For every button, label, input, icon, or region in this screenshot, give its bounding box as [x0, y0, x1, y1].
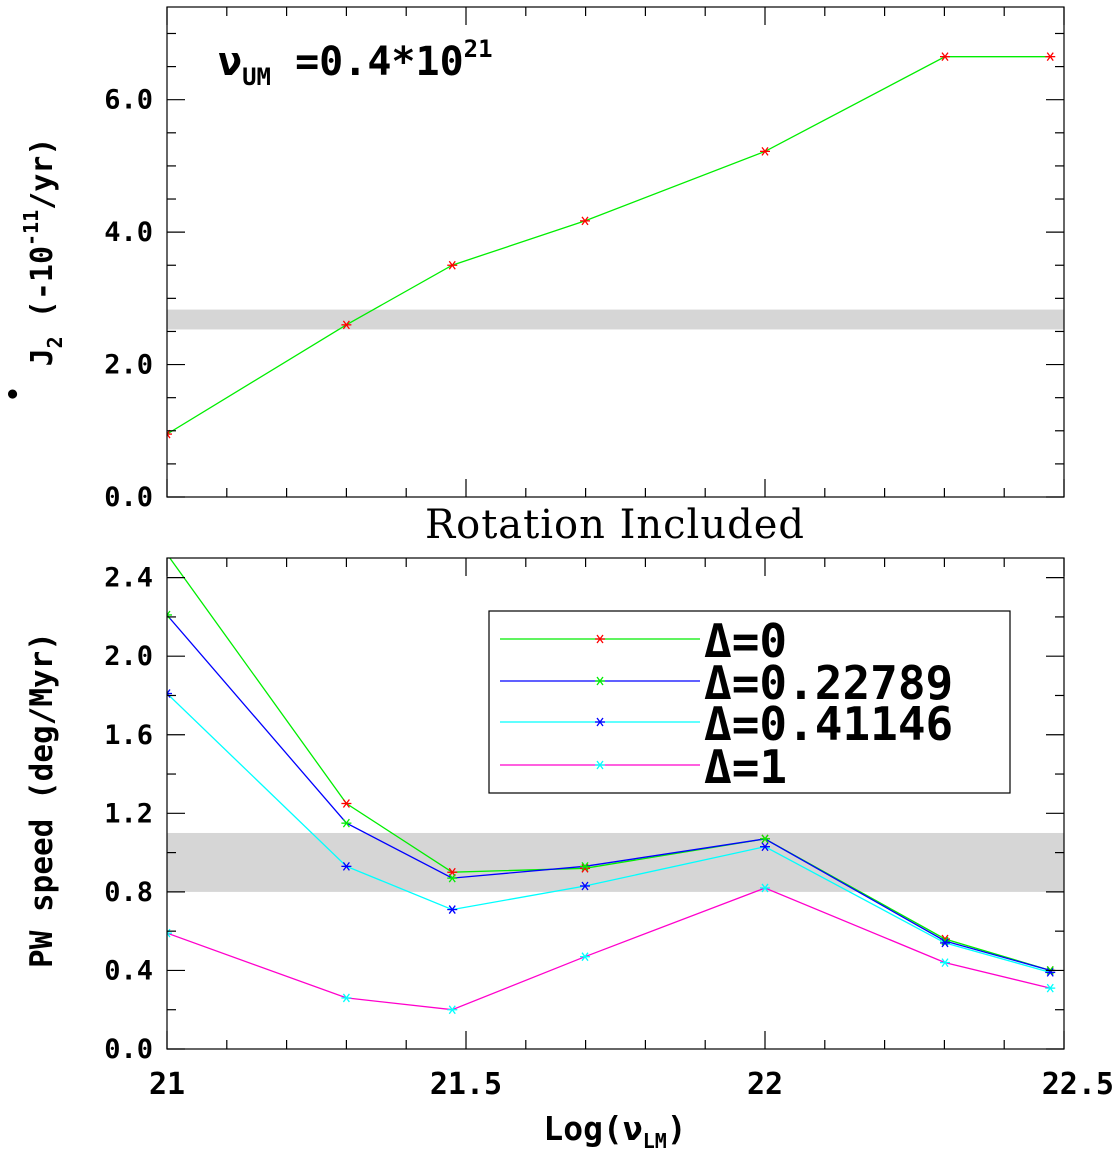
bottom-series-2-point-2: [447, 905, 458, 914]
bottom-ytick-label: 0.4: [104, 955, 153, 986]
bottom-series-2-point-3: [580, 881, 591, 891]
bottom-series-3-point-6: [1045, 983, 1056, 993]
top-series-0-point-6: [1045, 52, 1056, 62]
bottom-series-3-point-0: [167, 928, 172, 938]
bottom-series-2-point-1: [341, 861, 352, 871]
bottom-panel: 0.0 0.4 0.8 1.2 1.6 2.0 2.4 Rotation Included PW…: [24, 502, 1114, 1151]
xtick-label: 22: [747, 1067, 783, 1102]
bottom-ytick-label: 1.2: [104, 798, 153, 829]
j2-dot: •: [0, 386, 29, 402]
bottom-band: [167, 832, 1064, 892]
bottom-x-ticks: [166, 558, 1065, 1049]
bottom-series-3-point-2: [447, 1005, 458, 1015]
top-y-axis-label: J2 (-10-11/yr) •: [0, 138, 67, 402]
top-panel: 0.0 2.0 4.0 6.0 νUM =0.4*1021 J2 (-10-11/yr) •: [0, 6, 1065, 513]
bottom-ytick-label: 0.8: [104, 877, 153, 908]
legend-marker-0: [595, 634, 605, 644]
bottom-ytick-label: 1.6: [104, 720, 153, 751]
top-ytick-label: 4.0: [104, 217, 153, 248]
bottom-y-ticks: [167, 577, 1064, 1050]
legend-marker-1: [595, 676, 605, 686]
bottom-y-axis-label: PW speed (deg/Myr): [24, 632, 60, 968]
top-series-0-point-4: [760, 146, 770, 156]
bottom-series-3-point-5: [939, 958, 950, 967]
bottom-series-3-line: [167, 887, 1051, 1011]
bottom-series-0-point-0: [169, 558, 171, 559]
bottom-series-2-point-4: [760, 842, 770, 852]
top-series-0-point-3: [580, 216, 591, 226]
chart-title: Rotation Included: [425, 502, 805, 548]
xtick-label: 21: [149, 1067, 185, 1102]
legend-label-1: Δ=0.22789: [704, 656, 953, 710]
xtick-label: 21.5: [430, 1067, 502, 1102]
top-ytick-label: 0.0: [104, 482, 153, 513]
top-series-0-line: [167, 56, 1051, 435]
legend-label-3: Δ=1: [704, 740, 787, 794]
legend-label-0: Δ=0: [704, 614, 787, 668]
bottom-series-3-point-4: [760, 883, 770, 893]
bottom-series-1-point-0: [167, 610, 172, 620]
top-ytick-label: 6.0: [104, 85, 153, 116]
bottom-series-2-point-0: [167, 689, 172, 698]
legend-marker-2: [595, 717, 605, 727]
top-series-0-point-5: [939, 52, 950, 62]
bottom-ytick-label: 0.0: [104, 1034, 153, 1065]
top-series-0-point-0: [167, 429, 172, 439]
legend-marker-3: [595, 760, 605, 770]
bottom-series-1-point-1: [341, 818, 352, 828]
top-y-ticks: [167, 32, 1064, 498]
top-x-ticks: [166, 7, 1065, 497]
top-frame: [166, 6, 1065, 498]
bottom-series-2-point-5: [939, 938, 950, 948]
xtick-label: 22.5: [1042, 1067, 1114, 1102]
bottom-series-3-point-3: [580, 952, 591, 962]
top-series-0-point-2: [447, 260, 458, 270]
bottom-series-3-point-1: [341, 993, 352, 1003]
legend-label-2: Δ=0.41146: [704, 697, 953, 751]
bottom-series-0-point-1: [341, 799, 352, 808]
top-band: [167, 309, 1064, 330]
bottom-series-1-point-4: [760, 834, 770, 844]
top-ytick-label: 2.0: [104, 350, 153, 381]
top-series-0-point-1: [341, 320, 352, 330]
bottom-series-2-point-6: [1045, 968, 1056, 977]
bottom-ytick-label: 2.4: [104, 563, 153, 594]
bottom-series-1-point-2: [447, 873, 458, 883]
nu-um-annotation: νUM =0.4*1021: [218, 35, 493, 91]
x-axis-label: Log(νLM): [543, 1109, 686, 1151]
bottom-ytick-label: 2.0: [104, 641, 153, 672]
svg-text:J2 (-10-11/yr): J2 (-10-11/yr): [19, 138, 67, 367]
bottom-frame: [166, 557, 1065, 1050]
bottom-series-1-point-3: [580, 861, 591, 871]
legend-box: [488, 610, 1011, 794]
